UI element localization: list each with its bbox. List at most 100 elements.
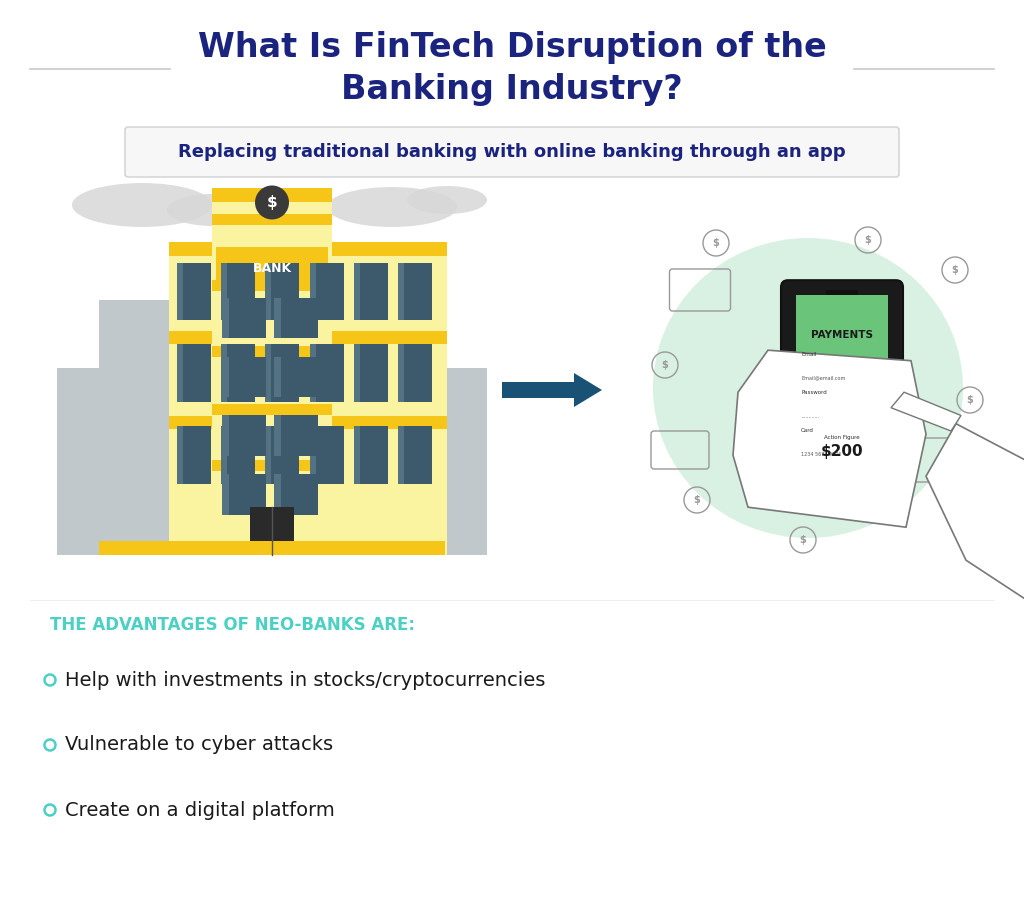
FancyBboxPatch shape [222, 474, 266, 515]
FancyBboxPatch shape [212, 345, 332, 356]
FancyBboxPatch shape [354, 344, 388, 402]
FancyBboxPatch shape [169, 242, 314, 256]
FancyBboxPatch shape [57, 368, 102, 555]
FancyBboxPatch shape [398, 344, 432, 402]
Text: BANK: BANK [253, 262, 292, 275]
Text: Email@email.com: Email@email.com [801, 376, 846, 381]
FancyBboxPatch shape [274, 416, 281, 456]
FancyBboxPatch shape [216, 246, 328, 290]
FancyBboxPatch shape [212, 460, 332, 471]
Text: Vulnerable to cyber attacks: Vulnerable to cyber attacks [65, 736, 333, 755]
FancyBboxPatch shape [250, 507, 294, 555]
FancyBboxPatch shape [274, 356, 281, 398]
Polygon shape [733, 350, 926, 528]
FancyBboxPatch shape [302, 416, 447, 430]
Text: Pay $200: Pay $200 [822, 462, 861, 471]
FancyBboxPatch shape [796, 295, 888, 313]
FancyBboxPatch shape [177, 426, 211, 484]
FancyBboxPatch shape [222, 474, 229, 515]
FancyBboxPatch shape [221, 426, 227, 484]
FancyBboxPatch shape [302, 242, 447, 256]
Text: Card: Card [801, 428, 814, 433]
FancyBboxPatch shape [265, 344, 271, 402]
FancyBboxPatch shape [274, 298, 318, 338]
FancyBboxPatch shape [222, 298, 229, 338]
FancyBboxPatch shape [212, 213, 332, 224]
FancyBboxPatch shape [274, 474, 318, 515]
FancyBboxPatch shape [222, 356, 229, 398]
FancyBboxPatch shape [398, 426, 404, 484]
Text: $: $ [266, 195, 278, 210]
FancyBboxPatch shape [398, 426, 432, 484]
FancyBboxPatch shape [799, 449, 885, 459]
FancyBboxPatch shape [212, 188, 332, 202]
FancyBboxPatch shape [222, 356, 266, 398]
Text: PAYMENTS: PAYMENTS [811, 330, 873, 340]
Text: Help with investments in stocks/cryptocurrencies: Help with investments in stocks/cryptocu… [65, 671, 546, 690]
FancyBboxPatch shape [274, 474, 281, 515]
FancyBboxPatch shape [99, 300, 169, 555]
Circle shape [255, 185, 289, 220]
Text: $: $ [800, 535, 806, 545]
Text: Replacing traditional banking with online banking through an app: Replacing traditional banking with onlin… [178, 143, 846, 161]
FancyBboxPatch shape [99, 541, 445, 555]
FancyBboxPatch shape [265, 263, 299, 321]
Text: What Is FinTech Disruption of the: What Is FinTech Disruption of the [198, 31, 826, 64]
Text: Banking Industry?: Banking Industry? [341, 73, 683, 106]
Text: $: $ [951, 265, 958, 275]
Text: Create on a digital platform: Create on a digital platform [65, 801, 335, 820]
FancyBboxPatch shape [212, 405, 332, 416]
FancyBboxPatch shape [212, 279, 332, 290]
FancyBboxPatch shape [265, 426, 271, 484]
FancyBboxPatch shape [398, 263, 432, 321]
FancyBboxPatch shape [212, 188, 332, 555]
Text: $: $ [662, 360, 669, 370]
Text: THE ADVANTAGES OF NEO-BANKS ARE:: THE ADVANTAGES OF NEO-BANKS ARE: [50, 616, 415, 634]
FancyBboxPatch shape [310, 263, 344, 321]
FancyBboxPatch shape [826, 290, 858, 300]
FancyBboxPatch shape [310, 426, 316, 484]
FancyBboxPatch shape [169, 331, 314, 344]
FancyBboxPatch shape [796, 295, 888, 489]
Text: $: $ [967, 395, 974, 405]
FancyBboxPatch shape [781, 280, 903, 504]
FancyBboxPatch shape [222, 416, 229, 456]
FancyBboxPatch shape [265, 344, 299, 402]
FancyBboxPatch shape [799, 373, 885, 383]
FancyBboxPatch shape [177, 263, 183, 321]
FancyBboxPatch shape [169, 416, 314, 430]
FancyBboxPatch shape [310, 344, 344, 402]
FancyBboxPatch shape [265, 263, 271, 321]
Ellipse shape [653, 238, 963, 538]
FancyBboxPatch shape [302, 331, 447, 344]
FancyBboxPatch shape [354, 426, 360, 484]
Text: $200: $200 [820, 443, 863, 459]
FancyBboxPatch shape [221, 344, 255, 402]
FancyBboxPatch shape [222, 298, 266, 338]
Text: $: $ [864, 235, 871, 245]
FancyBboxPatch shape [442, 368, 487, 555]
FancyBboxPatch shape [177, 344, 183, 402]
FancyBboxPatch shape [177, 426, 183, 484]
FancyBboxPatch shape [274, 298, 281, 338]
FancyBboxPatch shape [375, 300, 445, 555]
FancyBboxPatch shape [177, 263, 211, 321]
Polygon shape [926, 424, 1024, 613]
Text: ............: ............ [801, 414, 819, 419]
FancyBboxPatch shape [221, 263, 227, 321]
FancyBboxPatch shape [799, 411, 885, 421]
Text: Action Figure: Action Figure [824, 435, 860, 440]
Ellipse shape [72, 183, 212, 227]
FancyBboxPatch shape [354, 263, 388, 321]
FancyBboxPatch shape [221, 426, 255, 484]
FancyBboxPatch shape [221, 344, 227, 402]
FancyBboxPatch shape [274, 416, 318, 456]
FancyBboxPatch shape [802, 455, 882, 477]
Ellipse shape [407, 186, 487, 214]
FancyBboxPatch shape [310, 344, 316, 402]
FancyBboxPatch shape [221, 263, 255, 321]
Polygon shape [891, 392, 961, 431]
FancyBboxPatch shape [125, 127, 899, 177]
FancyBboxPatch shape [222, 416, 266, 456]
Text: $: $ [713, 238, 720, 248]
